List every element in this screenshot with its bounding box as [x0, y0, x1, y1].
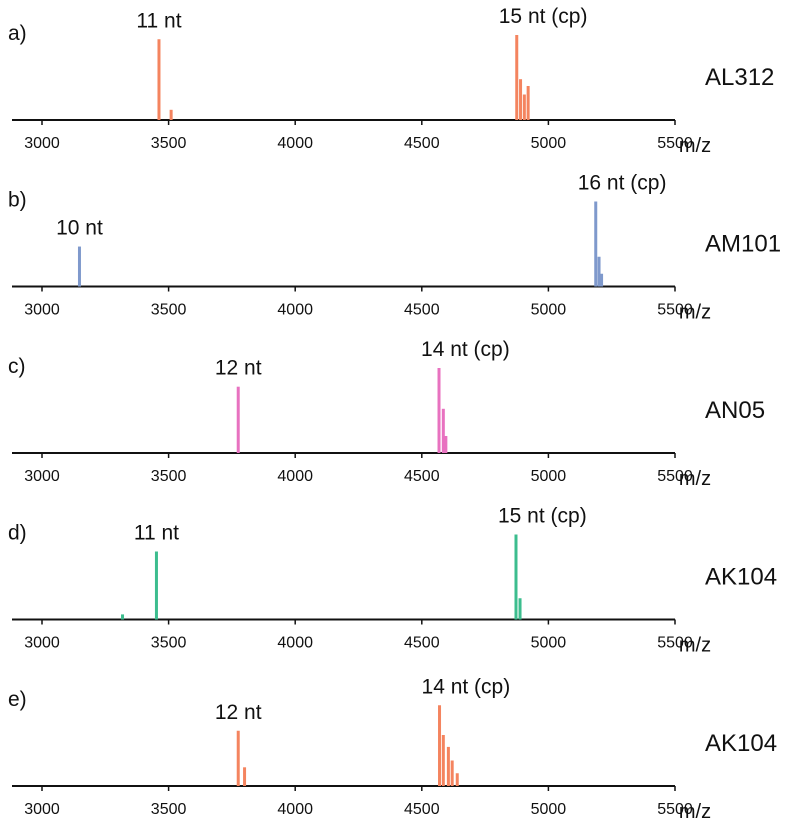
x-tick-label: 5500 — [657, 635, 693, 652]
panel-label: a) — [8, 22, 27, 45]
x-axis-label: m/z — [679, 801, 711, 823]
x-tick-label: 3500 — [151, 468, 187, 485]
spectrum-peak — [515, 35, 519, 120]
x-tick-label: 4500 — [404, 635, 440, 652]
x-tick-label: 3000 — [24, 801, 60, 818]
spectrum-peak — [446, 746, 450, 786]
x-axis-label: m/z — [679, 468, 711, 490]
panel-label: c) — [8, 355, 26, 378]
peak-annotation: 11 nt — [134, 522, 179, 545]
spectrum-peak — [437, 368, 441, 453]
x-tick-label: 5000 — [531, 135, 567, 152]
spectrum-peak — [455, 773, 459, 786]
sample-name: AK104 — [705, 564, 777, 591]
peak-annotation: 14 nt (cp) — [422, 675, 511, 698]
x-axis-label: m/z — [679, 635, 711, 657]
panel-label: b) — [8, 189, 27, 212]
x-tick-label: 5000 — [531, 468, 567, 485]
spectrum-peak — [77, 246, 81, 287]
x-tick-label: 5500 — [657, 801, 693, 818]
spectrum-peak — [169, 109, 173, 120]
x-tick-label: 3500 — [151, 801, 187, 818]
spectrum-peak — [600, 273, 604, 287]
spectrum-peak — [236, 730, 240, 786]
x-tick-label: 3500 — [151, 635, 187, 652]
sample-name: AN05 — [705, 397, 765, 424]
panel-label: e) — [8, 688, 27, 711]
spectrum-peak — [121, 614, 125, 620]
sample-name: AL312 — [705, 64, 774, 91]
spectrum-peak — [518, 598, 522, 620]
x-tick-label: 5000 — [531, 635, 567, 652]
x-tick-label: 5500 — [657, 302, 693, 319]
peak-annotation: 15 nt (cp) — [499, 5, 588, 28]
peak-annotation: 12 nt — [215, 701, 262, 724]
sample-name: AK104 — [705, 730, 777, 757]
x-tick-label: 4000 — [277, 135, 313, 152]
spectrum-peak — [514, 534, 518, 620]
x-tick-label: 3500 — [151, 302, 187, 319]
x-tick-label: 4000 — [277, 801, 313, 818]
x-axis-label: m/z — [679, 302, 711, 324]
peak-annotation: 11 nt — [136, 9, 181, 32]
panel-label: d) — [8, 522, 27, 545]
x-tick-label: 5500 — [657, 135, 693, 152]
peak-annotation: 12 nt — [215, 357, 262, 380]
x-tick-label: 3000 — [24, 302, 60, 319]
x-tick-label: 3000 — [24, 468, 60, 485]
spectrum-peak — [522, 94, 526, 120]
x-tick-label: 4500 — [404, 135, 440, 152]
x-tick-label: 3500 — [151, 135, 187, 152]
peak-annotation: 15 nt (cp) — [498, 505, 587, 528]
x-axis-label: m/z — [679, 135, 711, 157]
spectrum-peak — [594, 201, 598, 287]
spectrum-peak — [441, 735, 445, 786]
spectrum-peak — [438, 705, 442, 786]
spectrum-peak — [597, 256, 601, 287]
sample-name: AM101 — [705, 231, 781, 258]
spectrum-peak — [243, 767, 247, 786]
x-tick-label: 5000 — [531, 801, 567, 818]
spectrum-peak — [157, 39, 161, 120]
x-tick-label: 4500 — [404, 302, 440, 319]
spectrum-peak — [441, 408, 445, 453]
x-tick-label: 5500 — [657, 468, 693, 485]
spectrum-peak — [154, 551, 158, 620]
spectrum-peak — [444, 436, 448, 453]
x-tick-label: 3000 — [24, 635, 60, 652]
x-tick-label: 4000 — [277, 635, 313, 652]
spectrum-peak — [236, 386, 240, 453]
x-tick-label: 4500 — [404, 801, 440, 818]
peak-annotation: 16 nt (cp) — [578, 172, 667, 195]
x-tick-label: 4000 — [277, 302, 313, 319]
x-tick-label: 4000 — [277, 468, 313, 485]
x-tick-label: 3000 — [24, 135, 60, 152]
spectrum-peak — [450, 760, 454, 786]
spectrum-peak — [526, 86, 530, 120]
x-tick-label: 4500 — [404, 468, 440, 485]
peak-annotation: 10 nt — [56, 217, 103, 240]
spectrum-peak — [519, 79, 523, 120]
peak-annotation: 14 nt (cp) — [421, 338, 510, 361]
x-tick-label: 5000 — [531, 302, 567, 319]
